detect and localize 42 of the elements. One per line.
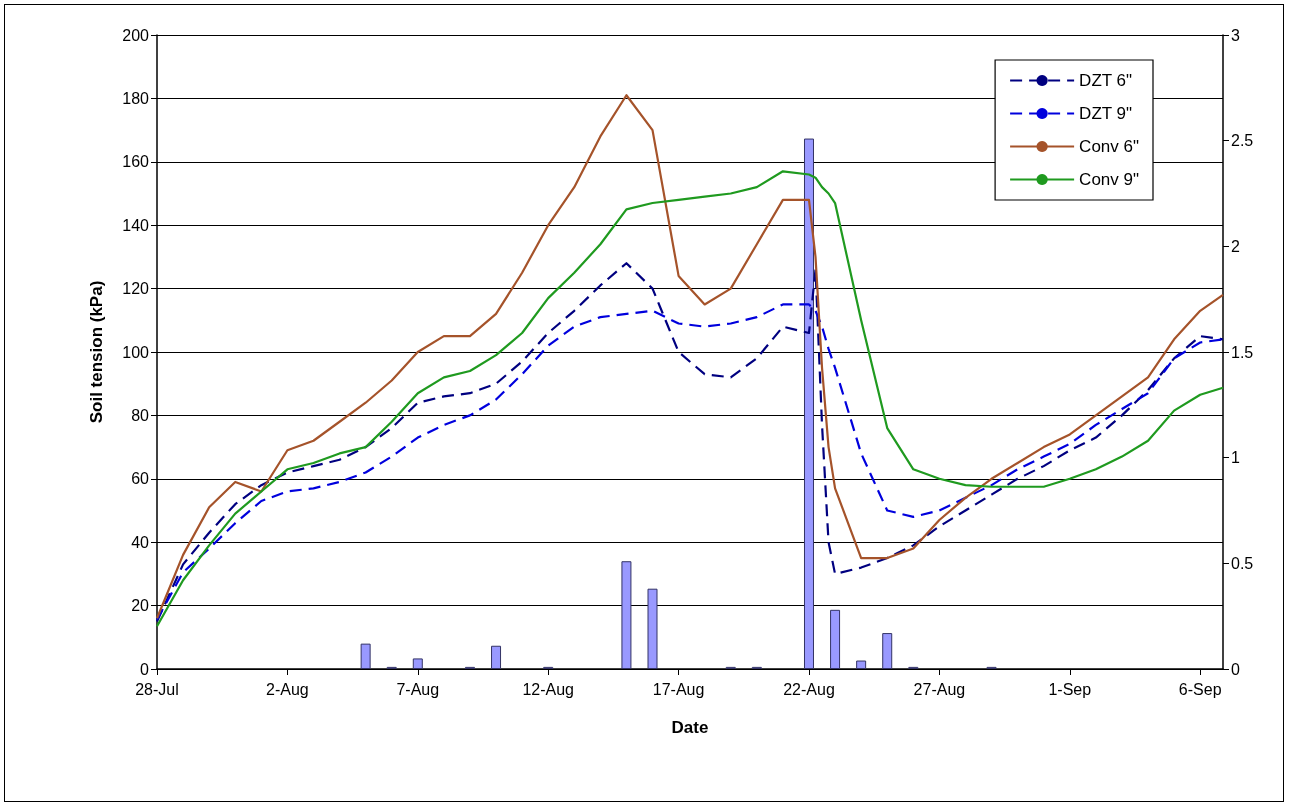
y-tick-label: 120 xyxy=(122,280,150,298)
x-tick-label: 22-Aug xyxy=(783,680,835,698)
bar xyxy=(803,138,814,669)
y-tick-label: 40 xyxy=(131,533,150,551)
bar xyxy=(647,588,658,669)
y-tick-label: 180 xyxy=(122,89,150,107)
x-tick-label: 28-Jul xyxy=(135,680,179,698)
y-tick-label: 0 xyxy=(140,660,150,678)
x-tick-label: 12-Aug xyxy=(522,680,574,698)
x-tick-label: 1-Sep xyxy=(1048,680,1092,698)
legend-label: DZT 9" xyxy=(1079,104,1133,123)
y-tick-label: 100 xyxy=(122,343,150,361)
x-tick-label: 17-Aug xyxy=(652,680,705,698)
x-axis-title: Date xyxy=(671,718,709,737)
y2-tick-label: 0 xyxy=(1231,660,1240,678)
bar xyxy=(621,561,632,669)
y2-tick-label: 1 xyxy=(1231,449,1240,467)
bar xyxy=(882,633,893,669)
y2-tick-label: 3 xyxy=(1231,26,1240,44)
y-axis-title: Soil tension (kPa) xyxy=(87,280,106,424)
bar xyxy=(412,658,423,669)
bar xyxy=(360,643,371,669)
y-tick-label: 20 xyxy=(131,597,150,615)
y2-tick-label: 1.5 xyxy=(1231,343,1254,361)
y2-tick-label: 0.5 xyxy=(1231,554,1254,572)
bar xyxy=(491,645,502,669)
x-tick-label: 6-Sep xyxy=(1178,680,1222,698)
y-tick-label: 200 xyxy=(122,26,150,44)
y-tick-label: 160 xyxy=(122,153,150,171)
y-tick-label: 60 xyxy=(131,470,150,488)
y2-tick-label: 2 xyxy=(1231,237,1240,255)
legend-label: DZT 6" xyxy=(1079,71,1133,90)
bar xyxy=(830,609,841,669)
y-tick-label: 140 xyxy=(122,216,150,234)
x-tick-label: 27-Aug xyxy=(913,680,966,698)
bar xyxy=(856,660,867,669)
legend-label: Conv 9" xyxy=(1079,170,1140,189)
y2-tick-label: 2.5 xyxy=(1231,132,1254,150)
legend-label: Conv 6" xyxy=(1079,137,1140,156)
y-tick-label: 80 xyxy=(131,406,150,424)
x-tick-label: 7-Aug xyxy=(396,680,440,698)
x-tick-label: 2-Aug xyxy=(266,680,309,698)
